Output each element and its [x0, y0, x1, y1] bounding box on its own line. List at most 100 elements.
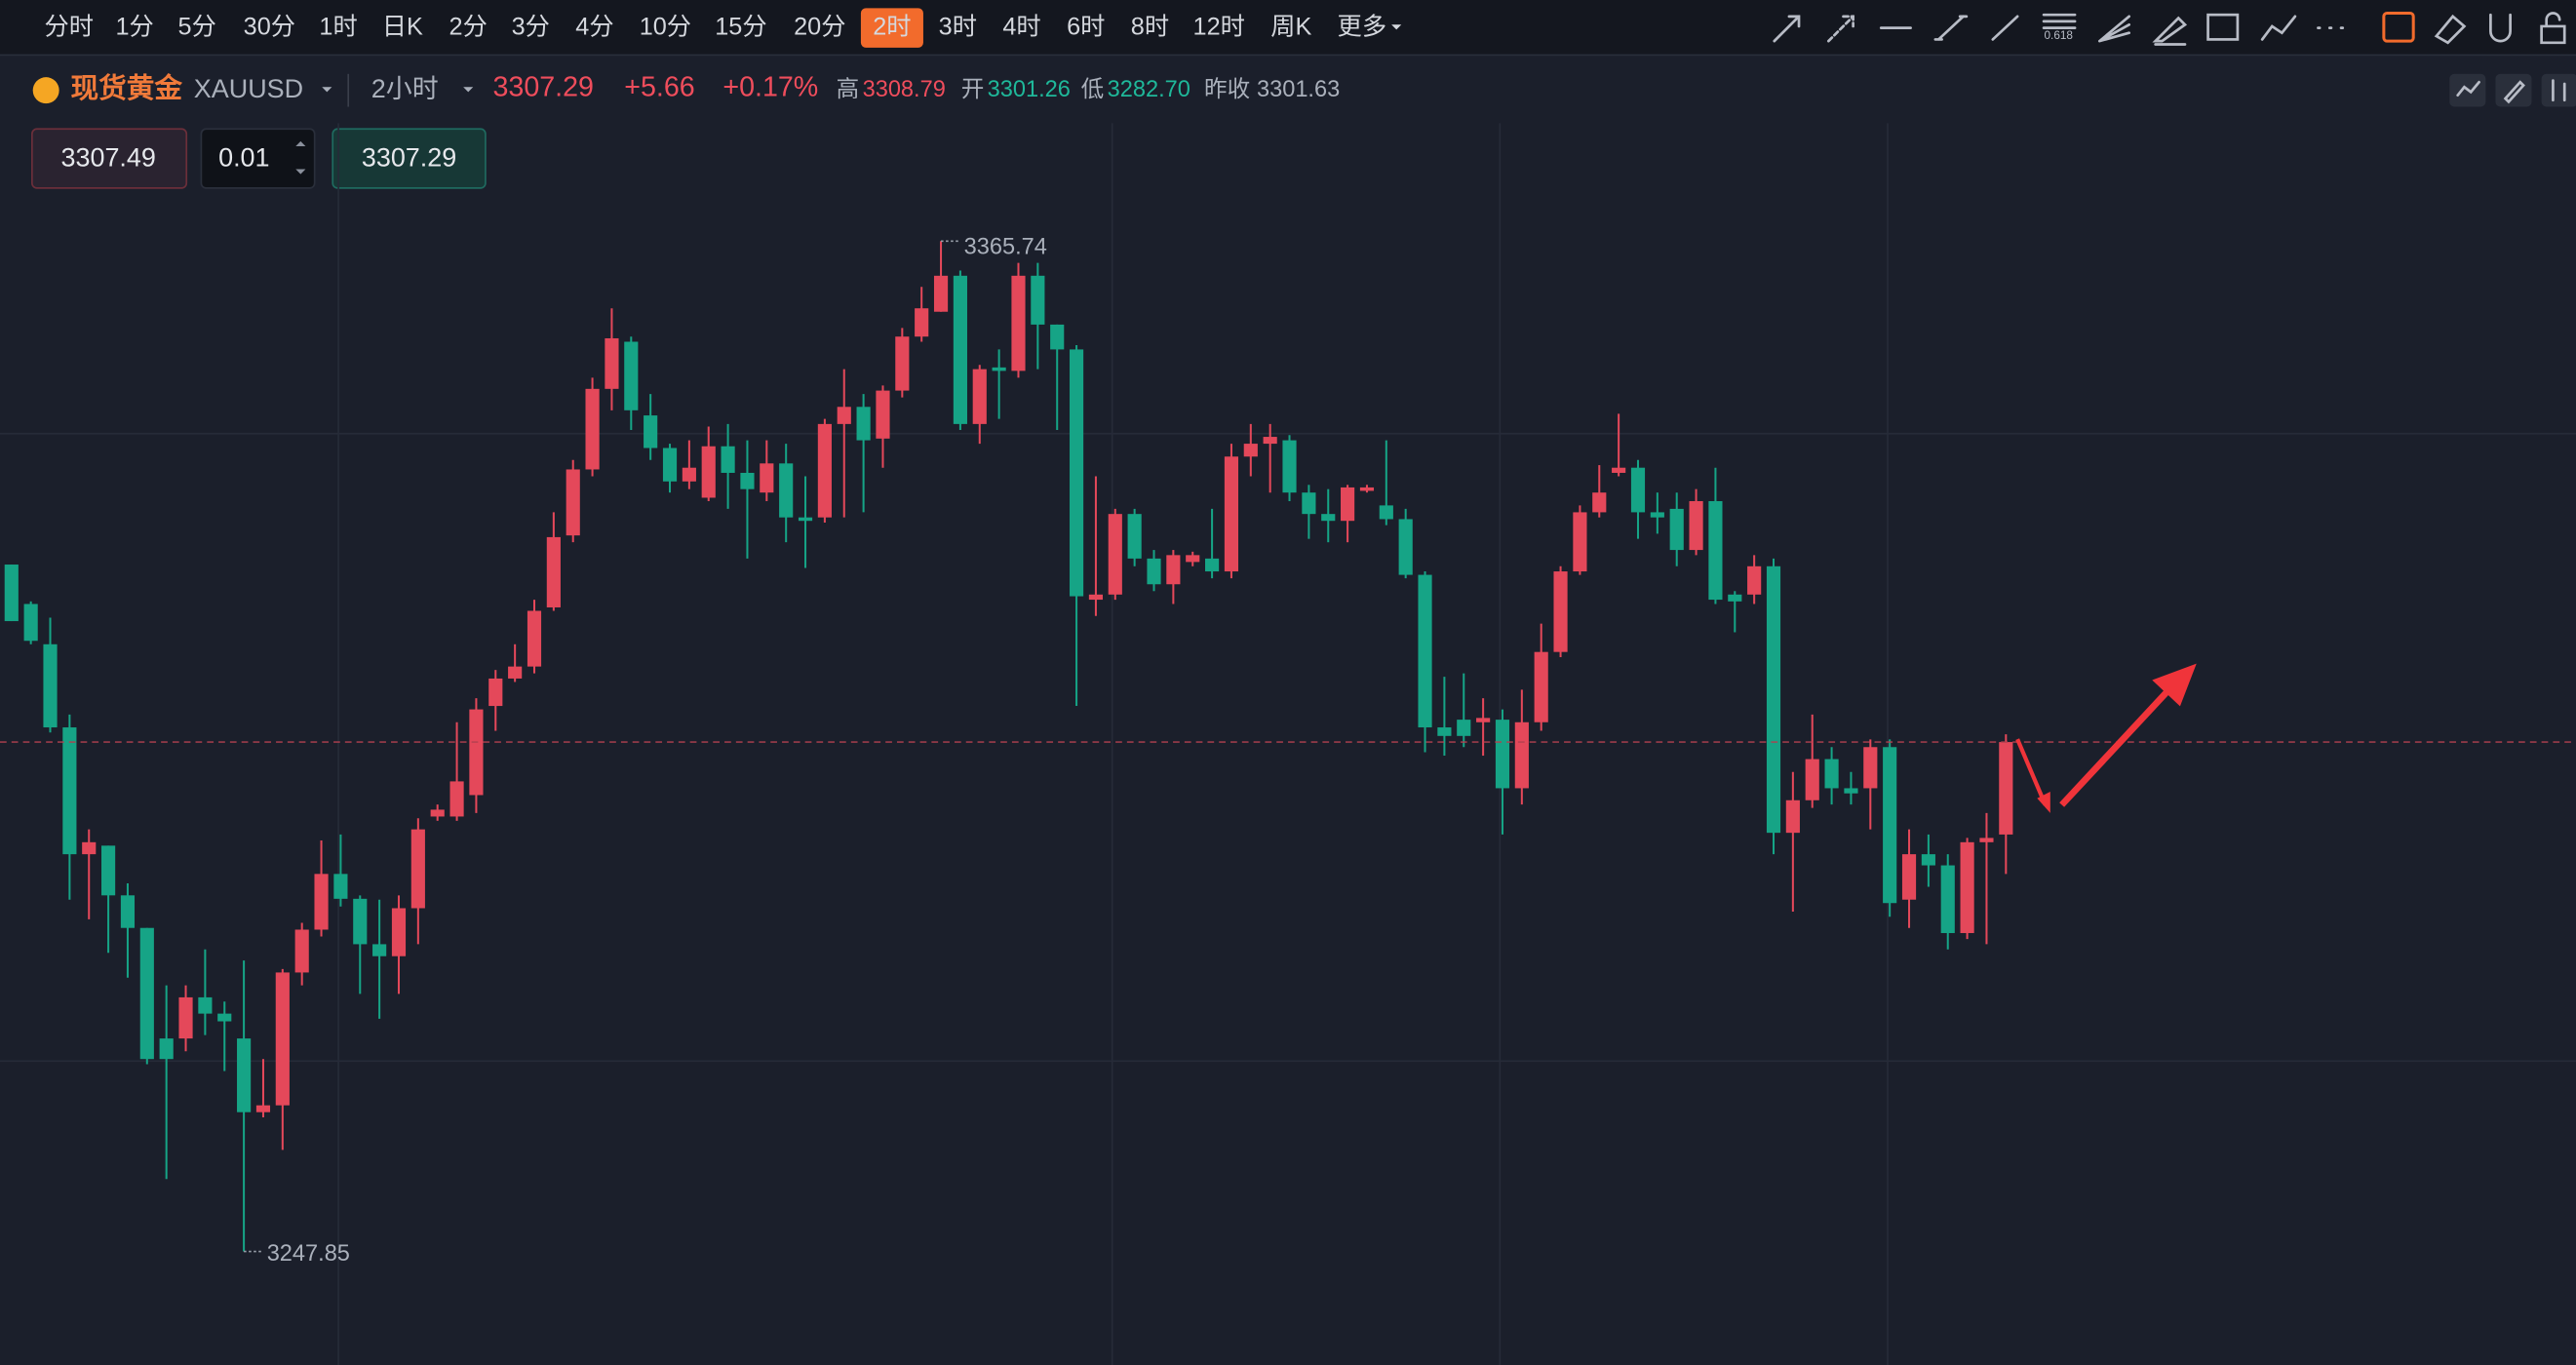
tool-edit[interactable]	[2382, 11, 2415, 43]
tool-style[interactable]	[2541, 73, 2576, 107]
candles: 3365.74 3247.85	[0, 233, 2576, 1266]
candle-body	[605, 337, 619, 389]
timeframe-tab[interactable]: 4分	[575, 13, 613, 40]
symbol-code[interactable]: XAUUSD	[194, 74, 303, 103]
timeframe-tab[interactable]: 1时	[319, 13, 357, 40]
candle-body	[527, 610, 542, 667]
candle-body	[1612, 467, 1626, 473]
candle-body	[1573, 512, 1587, 572]
quote-open: 3301.26	[988, 76, 1071, 101]
drawing-tools: 0.618	[1773, 11, 2566, 46]
candle-body	[1824, 759, 1839, 789]
candle-body	[856, 407, 871, 441]
timeframe-tab[interactable]: 2时	[873, 13, 911, 40]
candle-body	[139, 927, 154, 1060]
candle-body	[391, 908, 407, 956]
candle-body	[740, 472, 755, 489]
candle-body	[508, 666, 523, 679]
candle-body	[1205, 558, 1220, 572]
period[interactable]: 2小时	[371, 74, 439, 103]
timeframe-tab[interactable]: 更多	[1338, 13, 1387, 40]
arrow-head	[2037, 792, 2050, 813]
candle-body	[23, 604, 38, 642]
timeframe-tab[interactable]: 10分	[640, 13, 691, 40]
max-label: 3365.74	[964, 233, 1047, 258]
arrow-stroke	[2059, 683, 2174, 807]
candle-body	[1127, 514, 1142, 559]
candle-body	[469, 709, 484, 796]
candle-body	[1263, 437, 1277, 445]
candle-body	[1592, 492, 1607, 513]
lots-input[interactable]	[200, 128, 316, 189]
candle-body	[294, 929, 309, 973]
tool-indicator-icon	[2456, 80, 2480, 98]
tool-segment[interactable]	[1933, 15, 1969, 41]
candle-body	[1321, 514, 1336, 522]
tool-ray[interactable]	[1827, 15, 1854, 43]
timeframe-tab[interactable]: 20分	[794, 13, 845, 40]
timeframe-tab[interactable]: 15分	[715, 13, 766, 40]
candle-body	[1999, 742, 2013, 835]
timeframe-tab[interactable]: 4时	[1002, 13, 1040, 40]
quote-change-pct: +0.17%	[722, 72, 818, 103]
candle-body	[1940, 865, 1955, 933]
timeframe-tab[interactable]: 1分	[116, 13, 154, 40]
candle-body	[1960, 841, 1974, 933]
candle-body	[1747, 566, 1762, 595]
timeframe-tab[interactable]: 周K	[1270, 13, 1311, 40]
timeframe-tab[interactable]: 30分	[244, 13, 295, 40]
sell-button[interactable]	[31, 128, 188, 189]
prev-label: 昨收	[1204, 76, 1250, 101]
toolbar	[0, 0, 2576, 55]
tool-lock[interactable]	[2540, 12, 2566, 45]
tool-fan[interactable]	[2098, 15, 2131, 43]
tool-trend[interactable]	[1991, 15, 2019, 41]
candle-body	[1476, 718, 1491, 722]
candle-body	[1534, 651, 1548, 722]
candle-body	[1766, 566, 1781, 834]
candle-body	[178, 996, 193, 1039]
sell-price: 3307.49	[61, 143, 156, 173]
timeframe-tab[interactable]: 8时	[1131, 13, 1169, 40]
timeframe-tab[interactable]: 分时	[44, 13, 94, 40]
candle-body	[1901, 854, 1917, 900]
more-caret	[1391, 24, 1402, 30]
candle-body	[837, 407, 851, 424]
candle-body	[1050, 324, 1065, 350]
tool-arrow[interactable]	[1773, 15, 1801, 43]
open-label: 开	[961, 76, 985, 101]
tool-eraser[interactable]	[2434, 14, 2467, 45]
timeframe-tab[interactable]: 3时	[939, 13, 977, 40]
candle-body	[721, 446, 735, 473]
candle-body	[817, 423, 832, 518]
timeframe-tab[interactable]: 3分	[512, 13, 550, 40]
candle-body	[798, 517, 813, 522]
candle-body	[333, 874, 348, 899]
candle-body	[1186, 555, 1200, 563]
candle-body	[237, 1038, 252, 1112]
symbol-name[interactable]: 现货黄金	[70, 72, 182, 104]
timeframe-tab[interactable]: 日K	[382, 13, 423, 40]
candle-body	[1863, 747, 1878, 789]
candle-body	[488, 678, 503, 707]
tool-style-icon	[2552, 79, 2566, 102]
timeframe-tab[interactable]: 2分	[449, 13, 488, 40]
timeframe-tab[interactable]: 5分	[178, 13, 216, 40]
tool-magnet[interactable]	[2489, 13, 2512, 43]
candle-body	[624, 341, 639, 410]
candle-body	[953, 275, 967, 424]
tool-image[interactable]	[2206, 13, 2240, 41]
low-label: 低	[1081, 76, 1105, 101]
tool-pattern[interactable]	[2260, 15, 2297, 41]
tool-fib[interactable]	[2042, 13, 2077, 29]
tool-pen[interactable]	[2152, 16, 2188, 46]
timeframe-tab[interactable]: 12时	[1193, 13, 1245, 40]
candle-body	[410, 829, 425, 909]
buy-button[interactable]	[332, 128, 487, 189]
timeframe-tab[interactable]: 6时	[1067, 13, 1105, 40]
candle-body	[198, 996, 213, 1014]
quote-prev: 3301.63	[1257, 76, 1340, 101]
candle-body	[546, 536, 561, 607]
candle-body	[1166, 555, 1181, 585]
candle-body	[449, 781, 464, 817]
